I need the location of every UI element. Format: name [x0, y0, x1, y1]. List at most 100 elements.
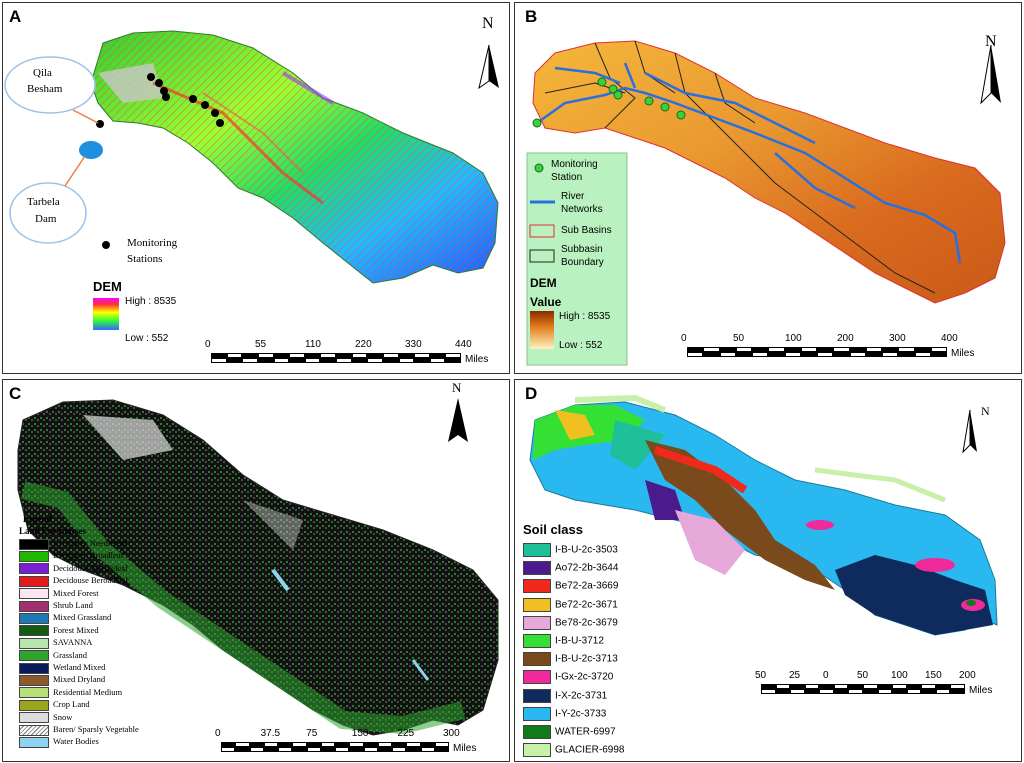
panel-d: D N Soil class I-B-U-2c-3503 Ao72-2b-3644…: [514, 379, 1022, 762]
scale-tick-label: 55: [255, 339, 267, 350]
landuse-legend-item: Wetland Mixed: [19, 662, 105, 674]
scale-segment: [292, 742, 307, 747]
scale-segment: [406, 742, 421, 747]
scale-segment: [242, 353, 258, 358]
legend-label: Grassland: [53, 649, 87, 660]
legend-label: Mixed Grassland: [53, 612, 112, 623]
scale-segment: [865, 347, 882, 352]
legend-river-2: Networks: [561, 204, 603, 215]
legend-swatch: [523, 561, 551, 576]
scale-segment: [819, 689, 834, 694]
legend-label: I-X-2c-3731: [555, 690, 608, 702]
scale-segment: [257, 353, 274, 358]
scale-tick-label: 0: [205, 339, 211, 350]
scale-segment: [804, 684, 820, 689]
scale-segment: [406, 747, 421, 752]
soil-legend-item: Be78-2c-3679: [523, 615, 618, 634]
legend-swatch: [19, 550, 49, 562]
legend-swatch: [19, 538, 49, 550]
legend-swatch: [523, 652, 551, 667]
legend-swatch: [523, 688, 551, 703]
scale-segment: [363, 747, 378, 752]
scale-segment: [445, 353, 461, 358]
scale-tick-label: 110: [305, 339, 321, 350]
legend-river-1: River: [561, 191, 585, 202]
scale-segment: [848, 689, 863, 694]
scale-segment: [935, 689, 951, 694]
legend-label: Mixed Dryland: [53, 674, 106, 685]
landuse-legend-item: Shrub Land: [19, 600, 93, 612]
scale-segment: [278, 747, 293, 752]
legend-value: Value: [530, 295, 562, 309]
scale-segment: [914, 347, 931, 352]
tarbela-dam-marker: [79, 141, 103, 159]
scale-segment: [863, 684, 878, 689]
legend-swatch: [523, 706, 551, 721]
scale-unit: Miles: [969, 685, 993, 696]
scale-segment: [752, 352, 769, 357]
legend-label: Water Bodies: [53, 736, 99, 747]
scale-segment: [775, 689, 791, 694]
legend-boundary-1: Subbasin: [561, 244, 603, 255]
scale-segment: [761, 684, 776, 689]
scale-segment: [898, 347, 915, 352]
scale-segment: [906, 689, 922, 694]
scale-segment: [848, 684, 863, 689]
qila-label-2: Besham: [27, 83, 63, 95]
panel-d-map: [529, 394, 998, 636]
scale-segment: [242, 358, 258, 363]
scale-segment: [687, 352, 704, 357]
panel-b: B N Monitoring Station River Networks Su…: [514, 2, 1022, 374]
scale-segment: [226, 358, 243, 363]
panel-a: A N Qila Besham Tarbela Dam Monitoring S…: [2, 2, 510, 374]
scale-segment: [817, 347, 834, 352]
scale-segment: [735, 347, 752, 352]
scale-tick-label: 25: [789, 670, 801, 681]
soil-legend-item: WATER-6997: [523, 725, 616, 743]
legend-label: Evergreen Broadleaf: [53, 550, 124, 561]
scale-segment: [306, 747, 321, 752]
legend-label: Be72-2a-3669: [555, 581, 619, 593]
scale-segment: [320, 747, 335, 752]
legend-label: Crop Land: [53, 699, 90, 710]
scale-segment: [784, 352, 801, 357]
legend-label: Wetland Mixed: [53, 662, 106, 672]
scale-segment: [833, 684, 849, 689]
scale-segment: [211, 358, 227, 363]
scale-segment: [863, 689, 878, 694]
scale-segment: [882, 352, 899, 357]
legend-label: Snow: [53, 711, 73, 722]
scale-segment: [719, 352, 736, 357]
panel-b-label: B: [525, 7, 538, 26]
legend-label: I-B-U-3712: [555, 635, 604, 647]
legend-swatch: [19, 674, 49, 686]
legend-swatch: [19, 637, 49, 649]
legend-subtitle-c: Land Use Classes: [19, 526, 87, 536]
scale-segment: [351, 358, 368, 363]
scale-segment: [445, 358, 461, 363]
legend-swatch: [19, 625, 49, 637]
scale-segment: [892, 684, 907, 689]
landuse-legend-item: Evergreen Broadleaf: [19, 550, 123, 562]
north-label: N: [452, 380, 462, 395]
panel-d-label: D: [525, 384, 538, 403]
scale-tick-label: 200: [837, 333, 854, 344]
scale-segment: [349, 747, 364, 752]
legend-label: Decidouse Beroadleaf: [53, 575, 129, 586]
scale-segment: [429, 353, 446, 358]
scale-segment: [817, 352, 834, 357]
legend-label: I-B-U-2c-3503: [555, 544, 618, 556]
scale-segment: [833, 352, 850, 357]
scale-tick-label: 220: [355, 339, 372, 350]
soil-legend-item: I-X-2c-3731: [523, 688, 608, 707]
panel-a-label: A: [9, 7, 22, 26]
scale-unit: Miles: [951, 348, 975, 359]
qila-besham-callout: [4, 56, 96, 114]
scale-segment: [882, 347, 899, 352]
scale-segment: [804, 689, 820, 694]
scale-segment: [687, 347, 704, 352]
legend-label: Shrub Land: [53, 600, 93, 610]
scale-tick-label: 0: [823, 670, 829, 681]
tarbela-label-1: Tarbela: [27, 196, 60, 208]
scale-tick-label: 225: [397, 728, 415, 739]
